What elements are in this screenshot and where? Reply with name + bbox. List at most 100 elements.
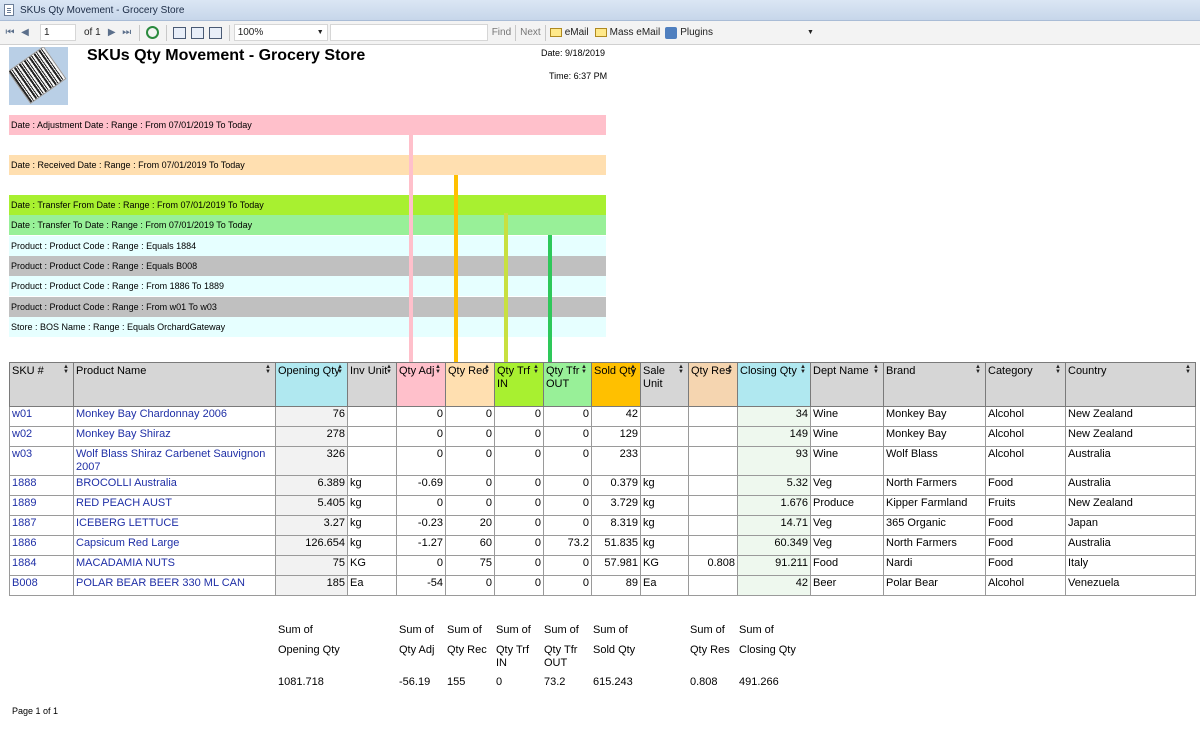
table-cell: 42	[591, 406, 641, 427]
report-date: Date: 9/18/2019	[541, 48, 606, 58]
product-name-link[interactable]: RED PEACH AUST	[73, 495, 276, 516]
column-header[interactable]: Closing Qty ▲ ▼	[737, 362, 811, 407]
column-header[interactable]: Dept Name ▲ ▼	[810, 362, 884, 407]
summary-label: Qty Res	[690, 644, 730, 656]
sku-link[interactable]: 1887	[9, 515, 74, 536]
product-name-link[interactable]: Wolf Blass Shiraz Carbenet Sauvignon 200…	[73, 446, 276, 476]
sort-icon[interactable]: ▲ ▼	[435, 364, 441, 375]
table-cell: Wine	[810, 426, 884, 447]
sku-link[interactable]: 1889	[9, 495, 74, 516]
email-button[interactable]: eMail	[564, 27, 589, 38]
summary-column: Sum of Qty Adj -56.19	[399, 624, 434, 688]
sort-icon[interactable]: ▲ ▼	[630, 364, 636, 375]
zoom-select[interactable]: 100% ▼	[233, 24, 328, 41]
column-header[interactable]: Country ▲ ▼	[1065, 362, 1196, 407]
refresh-icon[interactable]	[144, 24, 162, 42]
sort-icon[interactable]: ▲ ▼	[727, 364, 733, 375]
print-layout-icon[interactable]	[189, 24, 207, 42]
table-body: w01 Monkey Bay Chardonnay 2006 76 0 0 0 0 42 34 W…	[9, 406, 1196, 596]
sku-link[interactable]: 1884	[9, 555, 74, 576]
column-header[interactable]: Opening Qty ▲ ▼	[275, 362, 348, 407]
table-row: w03 Wolf Blass Shiraz Carbenet Sauvignon …	[9, 446, 1196, 476]
print-icon[interactable]	[171, 24, 189, 42]
column-header[interactable]: Sale Unit ▲ ▼	[640, 362, 689, 407]
sort-icon[interactable]: ▲ ▼	[265, 364, 271, 375]
plugins-dropdown-icon[interactable]: ▼	[807, 29, 814, 36]
sort-icon[interactable]: ▲ ▼	[581, 364, 587, 375]
table-cell: New Zealand	[1065, 406, 1196, 427]
sort-icon[interactable]: ▲ ▼	[1055, 364, 1061, 375]
sort-icon[interactable]: ▲ ▼	[975, 364, 981, 375]
table-cell: Food	[985, 535, 1066, 556]
column-header[interactable]: Qty Res ▲ ▼	[688, 362, 738, 407]
sort-icon[interactable]: ▲ ▼	[873, 364, 879, 375]
plugins-button[interactable]: Plugins	[680, 27, 713, 38]
table-cell	[347, 426, 397, 447]
trf-in-connector-line	[504, 213, 508, 363]
previous-page-icon[interactable]: ◀	[21, 27, 29, 38]
page-setup-icon[interactable]	[207, 24, 225, 42]
table-cell: kg	[347, 475, 397, 496]
sku-link[interactable]: 1888	[9, 475, 74, 496]
table-cell: 0	[445, 475, 495, 496]
column-header[interactable]: Product Name ▲ ▼	[73, 362, 276, 407]
product-name-link[interactable]: POLAR BEAR BEER 330 ML CAN	[73, 575, 276, 596]
sort-icon[interactable]: ▲ ▼	[386, 364, 392, 375]
mass-email-button[interactable]: Mass eMail	[609, 27, 661, 38]
find-input[interactable]	[329, 24, 488, 41]
table-cell: 3.729	[591, 495, 641, 516]
table-row: 1887 ICEBERG LETTUCE 3.27 kg -0.23 20 0 0 8.319 k…	[9, 515, 1196, 536]
column-header[interactable]: Sold Qty ▲ ▼	[591, 362, 641, 407]
last-page-icon[interactable]: ⏭	[122, 27, 132, 38]
table-cell	[688, 426, 738, 447]
column-header[interactable]: Qty Rec ▲ ▼	[445, 362, 495, 407]
find-link[interactable]: Find	[491, 27, 512, 38]
page-number-input[interactable]: 1	[40, 24, 76, 41]
table-cell: Alcohol	[985, 446, 1066, 476]
product-name-link[interactable]: MACADAMIA NUTS	[73, 555, 276, 576]
sort-icon[interactable]: ▲ ▼	[63, 364, 69, 375]
sort-icon[interactable]: ▲ ▼	[484, 364, 490, 375]
sort-icon[interactable]: ▲ ▼	[678, 364, 684, 375]
product-name-link[interactable]: BROCOLLI Australia	[73, 475, 276, 496]
find-next-link[interactable]: Next	[520, 27, 541, 38]
product-name-link[interactable]: Monkey Bay Chardonnay 2006	[73, 406, 276, 427]
sort-icon[interactable]: ▲ ▼	[1185, 364, 1191, 375]
column-header[interactable]: SKU # ▲ ▼	[9, 362, 74, 407]
filter-band: Product : Product Code : Range : Equals …	[9, 236, 606, 256]
column-header-label: Opening Qty	[278, 365, 340, 377]
column-header[interactable]: Brand ▲ ▼	[883, 362, 986, 407]
report-document-icon	[4, 4, 14, 16]
table-row: w02 Monkey Bay Shiraz 278 0 0 0 0 129 149 Wine Mon…	[9, 426, 1196, 447]
page-count-label: of 1	[84, 27, 101, 38]
table-cell: 126.654	[275, 535, 348, 556]
column-header[interactable]: Qty Adj ▲ ▼	[396, 362, 446, 407]
sku-link[interactable]: w02	[9, 426, 74, 447]
filter-band: Product : Product Code : Range : From w0…	[9, 297, 606, 317]
sort-icon[interactable]: ▲ ▼	[533, 364, 539, 375]
column-header[interactable]: Category ▲ ▼	[985, 362, 1066, 407]
column-header[interactable]: Qty Trf IN ▲ ▼	[494, 362, 544, 407]
sku-link[interactable]: 1886	[9, 535, 74, 556]
product-name-link[interactable]: ICEBERG LETTUCE	[73, 515, 276, 536]
sort-icon[interactable]: ▲ ▼	[800, 364, 806, 375]
table-cell: Australia	[1065, 535, 1196, 556]
table-cell: 0	[445, 575, 495, 596]
table-cell: 0	[494, 575, 544, 596]
table-cell: 1.676	[737, 495, 811, 516]
sort-icon[interactable]: ▲ ▼	[337, 364, 343, 375]
table-cell: Ea	[347, 575, 397, 596]
next-page-icon[interactable]: ▶	[107, 27, 116, 38]
summary-label: Qty Adj	[399, 644, 435, 656]
table-cell: 0	[494, 495, 544, 516]
table-row: 1886 Capsicum Red Large 126.654 kg -1.27 60 0 7…	[9, 535, 1196, 556]
product-name-link[interactable]: Monkey Bay Shiraz	[73, 426, 276, 447]
table-cell: Australia	[1065, 446, 1196, 476]
column-header[interactable]: Inv Unit ▲ ▼	[347, 362, 397, 407]
column-header[interactable]: Qty Tfr OUT ▲ ▼	[543, 362, 592, 407]
sku-link[interactable]: w01	[9, 406, 74, 427]
sku-link[interactable]: B008	[9, 575, 74, 596]
first-page-icon[interactable]: ⏮	[5, 27, 15, 38]
product-name-link[interactable]: Capsicum Red Large	[73, 535, 276, 556]
sku-link[interactable]: w03	[9, 446, 74, 476]
